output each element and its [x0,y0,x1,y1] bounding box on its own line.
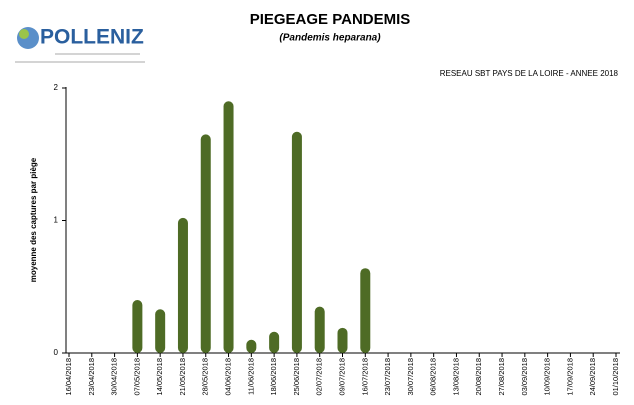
x-tick-label: 10/09/2018 [543,358,552,396]
x-tick-label: 28/05/2018 [201,358,210,396]
x-tick-label: 02/07/2018 [315,358,324,396]
logo: POLLENIZ [15,26,145,63]
x-tick-label: 25/06/2018 [292,358,301,396]
x-tick-label: 23/04/2018 [87,358,96,396]
x-tick-label: 23/07/2018 [383,358,392,396]
x-tick-label: 18/06/2018 [269,358,278,396]
bar [155,309,166,353]
y-tick-label: 2 [54,83,59,92]
x-tick-label: 07/05/2018 [132,358,141,396]
x-tick-label: 27/08/2018 [497,358,506,396]
chart-subtitle: (Pandemis heparana) [279,33,381,44]
x-tick-label: 14/05/2018 [155,358,164,396]
logo-icon [17,27,39,49]
bar [177,217,188,353]
x-tick-label: 21/05/2018 [178,358,187,396]
x-tick-label: 03/09/2018 [520,358,529,396]
bar [132,300,143,353]
bar [246,339,257,353]
bar [200,134,211,353]
y-tick-label: 0 [54,348,59,357]
x-tick-label: 30/04/2018 [110,358,119,396]
x-tick-label: 20/08/2018 [474,358,483,396]
x-tick-label: 30/07/2018 [406,358,415,396]
bar [223,101,234,353]
bar [269,331,280,353]
x-tick-label: 06/08/2018 [429,358,438,396]
bar [360,268,371,353]
bar [314,306,325,353]
y-axis-label: moyenne des captures par piège [29,157,38,282]
x-tick-label: 16/07/2018 [360,358,369,396]
chart-title: PIEGEAGE PANDEMIS [250,11,411,28]
x-tick-label: 04/06/2018 [224,358,233,396]
x-tick-label: 01/10/2018 [611,358,620,396]
x-tick-label: 17/09/2018 [565,358,574,396]
logo-icon [19,29,29,39]
x-tick-label: 13/08/2018 [451,358,460,396]
x-tick-label: 11/06/2018 [246,358,255,395]
x-tick-label: 16/04/2018 [64,358,73,396]
logo-text: POLLENIZ [40,26,144,49]
bar [291,131,302,353]
bar [337,327,348,353]
y-tick-label: 1 [54,216,59,225]
x-tick-label: 24/09/2018 [588,358,597,396]
annotation: RESEAU SBT PAYS DE LA LOIRE - ANNEE 2018 [440,69,619,78]
x-tick-label: 09/07/2018 [337,358,346,396]
